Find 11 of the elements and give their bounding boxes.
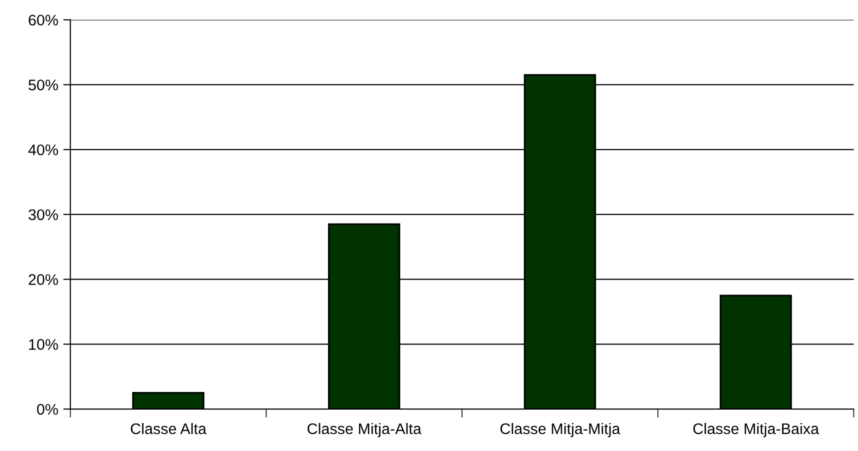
y-tick-label: 30% [28,209,58,220]
y-tick-label: 60% [28,14,58,26]
x-tick-label: Classe Mitja-Alta [308,422,422,438]
x-tick-label: Classe Alta [130,422,206,434]
x-tick-label: Classe Mitja-Baixa [693,422,820,438]
x-tick-label: Classe Mitja-Mitja [500,422,620,438]
y-tick-label: 40% [28,144,58,156]
y-tick-label: 20% [28,274,58,286]
y-tick-label: 0% [37,404,58,415]
y-tick-label: 50% [28,80,58,90]
y-tick-label: 10% [29,339,58,350]
